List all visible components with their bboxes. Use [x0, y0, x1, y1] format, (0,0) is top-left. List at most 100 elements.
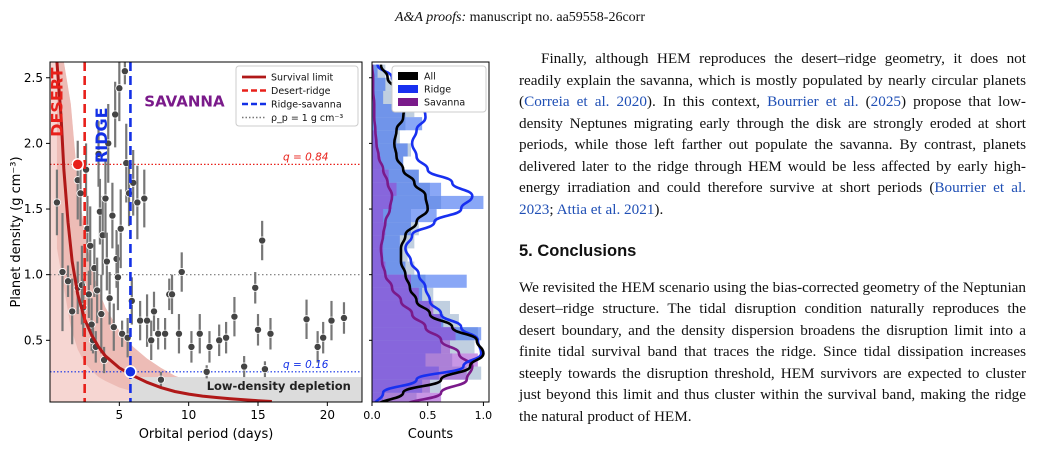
q-low-label: q = 0.16 — [283, 359, 329, 371]
planet-point — [136, 300, 145, 341]
planet-marker — [313, 342, 322, 351]
planet-point — [202, 365, 211, 379]
citation-link[interactable]: 2025 — [870, 93, 902, 110]
planet-point — [68, 278, 77, 345]
planet-point — [108, 182, 117, 249]
planet-point — [140, 169, 149, 228]
planet-marker — [202, 367, 211, 376]
planet-point — [302, 299, 311, 339]
planet-marker — [102, 257, 111, 266]
planet-point — [116, 189, 125, 269]
histogram-bar — [372, 327, 456, 341]
planet-marker — [266, 329, 275, 338]
ridge-label: RIDGE — [92, 107, 111, 163]
planet-marker — [168, 290, 177, 299]
q-high-label: q = 0.84 — [283, 151, 329, 163]
planet-point — [339, 302, 348, 334]
planet-marker — [93, 286, 102, 295]
legend-label: Ridge — [424, 85, 451, 96]
citation-link[interactable]: Bourrier et al. 2023 — [519, 179, 1026, 218]
planet-marker — [174, 329, 183, 338]
legend-label: Desert-ridge — [271, 86, 331, 97]
planet-marker — [161, 329, 170, 338]
planet-marker — [108, 211, 117, 220]
histogram-bar — [372, 90, 384, 105]
planet-marker — [113, 273, 122, 282]
histogram-bar — [372, 143, 408, 157]
legend-label: Savanna — [424, 98, 465, 109]
planet-marker — [68, 307, 77, 316]
planet-marker — [187, 342, 196, 351]
histogram-bar — [372, 274, 411, 288]
planet-marker — [222, 333, 231, 342]
y-tick-label: 2.0 — [24, 136, 43, 150]
planet-marker — [105, 294, 114, 303]
manuscript-number: manuscript no. aa59558-26corr — [469, 10, 645, 25]
histogram-bar — [372, 195, 393, 210]
planet-marker — [258, 236, 267, 245]
planet-point — [258, 220, 267, 261]
planet-marker — [52, 198, 61, 207]
histogram-bar — [372, 156, 381, 170]
citation-link[interactable]: Attia et al. 2021 — [556, 200, 655, 218]
histogram-area — [372, 64, 485, 402]
histogram-bar — [372, 143, 378, 157]
x-tick-label: 0.5 — [419, 409, 437, 422]
desert-label: DESERT — [47, 68, 66, 137]
planet-marker — [230, 312, 239, 321]
savanna-label: SAVANNA — [144, 93, 225, 111]
planet-point — [149, 291, 158, 332]
x-tick-label: 5 — [116, 408, 124, 422]
legend-swatch — [398, 98, 418, 106]
histogram-bar — [372, 209, 384, 223]
planet-marker — [109, 323, 118, 332]
axes-frame — [371, 61, 490, 403]
planet-point — [101, 159, 110, 238]
legend-swatch — [398, 85, 418, 93]
y-tick-label: 1.5 — [24, 202, 43, 216]
planet-marker — [177, 268, 186, 277]
depletion-label: Low-density depletion — [207, 379, 351, 393]
histogram-bar — [372, 392, 442, 402]
planet-marker — [154, 329, 163, 338]
histogram-bar — [372, 248, 384, 262]
histogram-bar — [372, 353, 478, 367]
planet-marker — [111, 110, 120, 119]
planet-point — [109, 303, 118, 351]
planet-point — [327, 300, 336, 341]
x-axis-label: Orbital period (days) — [139, 427, 274, 442]
citation-link[interactable]: Bourrier et al. — [767, 93, 859, 110]
planet-point — [52, 169, 61, 236]
planet-marker — [120, 67, 129, 76]
planet-marker — [143, 316, 152, 325]
kde-savanna — [372, 64, 474, 402]
histogram-bar — [372, 77, 386, 91]
planet-marker — [86, 241, 95, 250]
planet-point — [187, 331, 196, 363]
planet-marker — [327, 316, 336, 325]
planet-point — [111, 81, 120, 148]
histogram-bar — [372, 222, 386, 236]
planet-point — [251, 272, 260, 304]
planet-point — [97, 274, 106, 354]
planet-point — [174, 314, 183, 354]
x-axis-label: Counts — [408, 427, 454, 442]
planet-marker — [112, 254, 121, 263]
citation-link[interactable]: Correia et al. 2020 — [524, 93, 647, 110]
plot-area: DESERT RIDGE SAVANNA q = 0.84 q = 0.16 Low-de… — [47, 62, 362, 402]
planet-marker — [205, 342, 214, 351]
x-tick-label: 1.0 — [475, 409, 493, 422]
planet-marker — [319, 333, 328, 342]
kde-all — [379, 64, 485, 402]
planet-marker — [133, 198, 142, 207]
planet-marker — [136, 316, 145, 325]
planet-marker — [76, 189, 85, 198]
paragraph-text: Finally, although HEM reproduces the des… — [519, 50, 1026, 110]
planet-marker — [84, 290, 93, 299]
histogram-bar — [372, 235, 384, 249]
legend-swatch — [398, 72, 418, 80]
planet-point — [205, 331, 214, 363]
x-tick-label: 15 — [250, 408, 265, 422]
paragraph-savanna: Finally, although HEM reproduces the des… — [519, 48, 1026, 220]
histogram-bar — [372, 130, 397, 144]
